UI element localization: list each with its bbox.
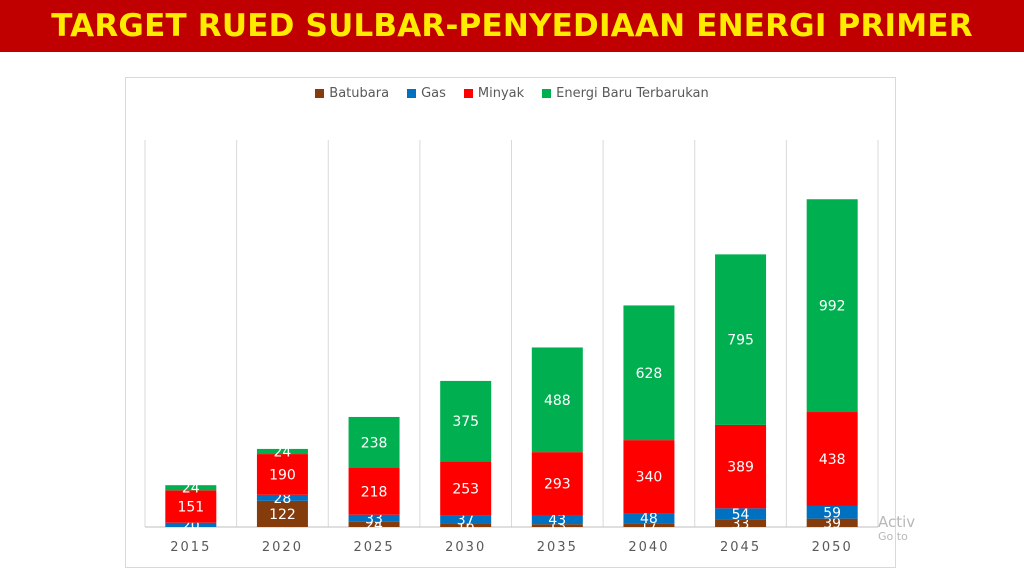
watermark-line-1: Activ bbox=[878, 513, 916, 531]
x-tick-label-2045: 2045 bbox=[720, 540, 761, 555]
bar-gas-2040 bbox=[623, 513, 675, 524]
legend-item-minyak: Minyak bbox=[463, 86, 525, 101]
bar-gas-2025 bbox=[348, 514, 400, 522]
bar-energi-baru-terbarukan-2025 bbox=[348, 416, 400, 469]
data-label-minyak-2035: 293 bbox=[544, 477, 571, 493]
data-label-energi-baru-terbarukan-2030: 375 bbox=[452, 414, 479, 430]
data-label-gas-2040: 48 bbox=[640, 511, 658, 527]
bar-gas-2045 bbox=[715, 508, 767, 520]
data-label-minyak-2040: 340 bbox=[636, 470, 663, 486]
bar-minyak-2035 bbox=[531, 452, 583, 515]
bar-batubara-2035 bbox=[531, 524, 583, 527]
legend-item-batubara: Batubara bbox=[315, 86, 389, 101]
data-label-energi-baru-terbarukan-2025: 238 bbox=[361, 435, 388, 451]
legend-item-gas: Gas bbox=[407, 86, 446, 101]
data-label-gas-2025: 33 bbox=[365, 511, 383, 527]
data-label-minyak-2045: 389 bbox=[727, 460, 754, 476]
bar-batubara-2025 bbox=[348, 521, 400, 527]
data-label-energi-baru-terbarukan-2020: 24 bbox=[274, 444, 292, 460]
legend-label-gas: Gas bbox=[421, 86, 446, 101]
bar-minyak-2015 bbox=[165, 490, 217, 523]
data-label-minyak-2030: 253 bbox=[452, 481, 479, 497]
chart-frame bbox=[125, 77, 896, 568]
legend-swatch-batubara bbox=[315, 89, 325, 98]
bar-minyak-2025 bbox=[348, 468, 400, 515]
x-tick-label-2030: 2030 bbox=[445, 540, 486, 555]
bar-gas-2035 bbox=[531, 514, 583, 525]
x-tick-label-2050: 2050 bbox=[812, 540, 853, 555]
data-label-minyak-2050: 438 bbox=[819, 452, 846, 468]
x-tick-label-2035: 2035 bbox=[537, 540, 578, 555]
data-label-energi-baru-terbarukan-2035: 488 bbox=[544, 393, 571, 409]
bar-gas-2015 bbox=[165, 522, 217, 527]
legend-swatch-gas bbox=[407, 89, 417, 98]
x-tick-label-2040: 2040 bbox=[628, 540, 669, 555]
bar-energi-baru-terbarukan-2035 bbox=[531, 347, 583, 453]
x-tick-label-2015: 2015 bbox=[170, 540, 211, 555]
bar-gas-2050 bbox=[806, 505, 858, 519]
data-label-minyak-2025: 218 bbox=[361, 484, 388, 500]
data-label-gas-2035: 43 bbox=[548, 513, 566, 529]
bar-minyak-2045 bbox=[715, 424, 767, 509]
data-label-gas-2050: 59 bbox=[823, 505, 841, 521]
data-label-gas-2045: 54 bbox=[732, 507, 750, 523]
legend-label-ebt: Energi Baru Terbarukan bbox=[556, 86, 709, 101]
watermark-line-2: Go to bbox=[878, 530, 908, 544]
legend-swatch-minyak bbox=[463, 89, 473, 98]
bar-batubara-2045 bbox=[715, 519, 767, 527]
data-label-minyak-2015: 151 bbox=[177, 500, 204, 516]
data-label-energi-baru-terbarukan-2050: 992 bbox=[819, 299, 846, 315]
bar-energi-baru-terbarukan-2015 bbox=[165, 485, 217, 491]
data-label-gas-2020: 28 bbox=[274, 491, 292, 507]
bar-minyak-2030 bbox=[440, 461, 492, 516]
bar-energi-baru-terbarukan-2045 bbox=[715, 254, 767, 425]
legend-label-minyak: Minyak bbox=[477, 86, 525, 101]
page-title: TARGET RUED SULBAR-PENYEDIAAN ENERGI PRI… bbox=[51, 8, 973, 44]
bar-batubara-2020 bbox=[256, 500, 308, 527]
legend-label-batubara: Batubara bbox=[329, 86, 390, 101]
x-tick-label-2025: 2025 bbox=[354, 540, 395, 555]
data-label-gas-2030: 37 bbox=[457, 513, 475, 529]
data-label-energi-baru-terbarukan-2040: 628 bbox=[636, 366, 663, 382]
legend-item-ebt: Energi Baru Terbarukan bbox=[542, 86, 709, 101]
chart-legend: Batubara Gas Minyak Energi Baru Terbaruk… bbox=[0, 86, 1024, 101]
bar-minyak-2050 bbox=[806, 412, 858, 506]
activation-watermark: Activ Go to bbox=[878, 513, 916, 544]
bar-minyak-2020 bbox=[256, 454, 308, 495]
title-banner: TARGET RUED SULBAR-PENYEDIAAN ENERGI PRI… bbox=[0, 0, 1024, 52]
bar-gas-2030 bbox=[440, 515, 492, 524]
data-label-minyak-2020: 190 bbox=[269, 467, 296, 483]
bar-energi-baru-terbarukan-2030 bbox=[440, 380, 492, 462]
bar-minyak-2040 bbox=[623, 440, 675, 514]
bar-batubara-2030 bbox=[440, 523, 492, 527]
bar-gas-2020 bbox=[256, 494, 308, 501]
data-label-batubara-2020: 122 bbox=[269, 507, 296, 523]
data-label-energi-baru-terbarukan-2015: 24 bbox=[182, 481, 200, 497]
data-label-batubara-2050: 39 bbox=[823, 516, 841, 532]
bar-batubara-2050 bbox=[806, 518, 858, 527]
data-label-batubara-2045: 33 bbox=[732, 516, 750, 532]
legend-swatch-ebt bbox=[542, 89, 552, 98]
bar-energi-baru-terbarukan-2020 bbox=[256, 448, 308, 455]
bar-batubara-2040 bbox=[623, 523, 675, 527]
bar-energi-baru-terbarukan-2040 bbox=[623, 305, 675, 441]
x-tick-label-2020: 2020 bbox=[262, 540, 303, 555]
data-label-energi-baru-terbarukan-2045: 795 bbox=[727, 333, 754, 349]
bar-energi-baru-terbarukan-2050 bbox=[806, 199, 858, 413]
